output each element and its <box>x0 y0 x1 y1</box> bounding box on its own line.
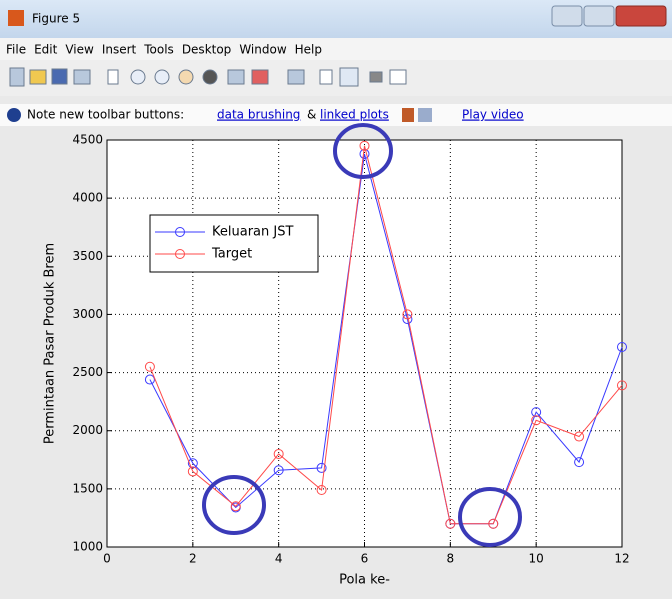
print-icon[interactable] <box>74 70 90 84</box>
toolbar <box>0 60 672 96</box>
y-tick-label: 3000 <box>72 307 103 321</box>
y-tick-label: 3500 <box>72 249 103 263</box>
legend-label: Target <box>211 247 252 262</box>
plot-area <box>107 140 622 547</box>
legend-icon[interactable] <box>340 68 358 86</box>
brush-icon[interactable] <box>252 70 268 84</box>
x-axis-label: Pola ke- <box>339 573 390 588</box>
save-icon[interactable] <box>52 69 67 84</box>
x-tick-label: 6 <box>361 552 369 566</box>
y-tick-label: 1000 <box>72 540 103 554</box>
info-icon <box>7 108 21 122</box>
link-small-icon <box>418 108 432 122</box>
menu-item[interactable]: Help <box>295 43 322 57</box>
app-icon <box>8 10 24 26</box>
menu-item[interactable]: Insert <box>102 43 137 57</box>
menu-item[interactable]: Desktop <box>182 43 232 57</box>
menu-item[interactable]: Tools <box>143 43 174 57</box>
y-tick-label: 1500 <box>72 481 103 495</box>
y-axis-label: Permintaan Pasar Produk Brem <box>43 243 58 444</box>
menu-bar <box>0 38 672 60</box>
open-icon[interactable] <box>30 70 46 84</box>
figure-window: Figure 5 File Edit View Insert Tools Desktop W… <box>0 0 672 599</box>
colorbar-icon[interactable] <box>320 70 332 84</box>
pointer-icon[interactable] <box>108 70 118 84</box>
datacursor-icon[interactable] <box>228 70 244 84</box>
data-brushing-link[interactable]: data brushing <box>217 108 300 122</box>
x-tick-label: 2 <box>189 552 197 566</box>
x-tick-label: 10 <box>529 552 544 566</box>
legend-label: Keluaran JST <box>212 225 293 240</box>
info-text: Note new toolbar buttons: <box>27 108 184 122</box>
minimize-button[interactable] <box>552 6 582 26</box>
brush-small-icon <box>402 108 414 122</box>
x-tick-label: 12 <box>614 552 629 566</box>
new-icon[interactable] <box>10 68 24 86</box>
y-tick-label: 4500 <box>72 133 103 147</box>
menu-item[interactable]: Window <box>239 43 287 57</box>
rotate-icon[interactable] <box>203 70 217 84</box>
linked-plots-link[interactable]: linked plots <box>320 108 389 122</box>
maximize-button[interactable] <box>584 6 614 26</box>
menu-items: File Edit View Insert Tools Desktop Window Help <box>6 43 322 57</box>
y-tick-label: 2500 <box>72 365 103 379</box>
x-tick-label: 4 <box>275 552 283 566</box>
y-tick-label: 4000 <box>72 191 103 205</box>
info-amp: & <box>307 108 316 122</box>
link-icon[interactable] <box>288 70 304 84</box>
menu-item[interactable]: Edit <box>34 43 58 57</box>
y-tick-label: 2000 <box>72 423 103 437</box>
menu-item[interactable]: View <box>65 43 94 57</box>
pan-icon[interactable] <box>179 70 193 84</box>
zoom-in-icon[interactable] <box>131 70 145 84</box>
close-button[interactable] <box>616 6 666 26</box>
x-tick-label: 8 <box>447 552 455 566</box>
hide-tools-icon[interactable] <box>370 72 382 82</box>
legend: Keluaran JST Target <box>150 215 318 272</box>
play-video-link[interactable]: Play video <box>462 108 524 122</box>
window-title: Figure 5 <box>32 12 80 26</box>
menu-item[interactable]: File <box>6 43 26 57</box>
zoom-out-icon[interactable] <box>155 70 169 84</box>
show-tools-icon[interactable] <box>390 70 406 84</box>
x-tick-label: 0 <box>103 552 111 566</box>
